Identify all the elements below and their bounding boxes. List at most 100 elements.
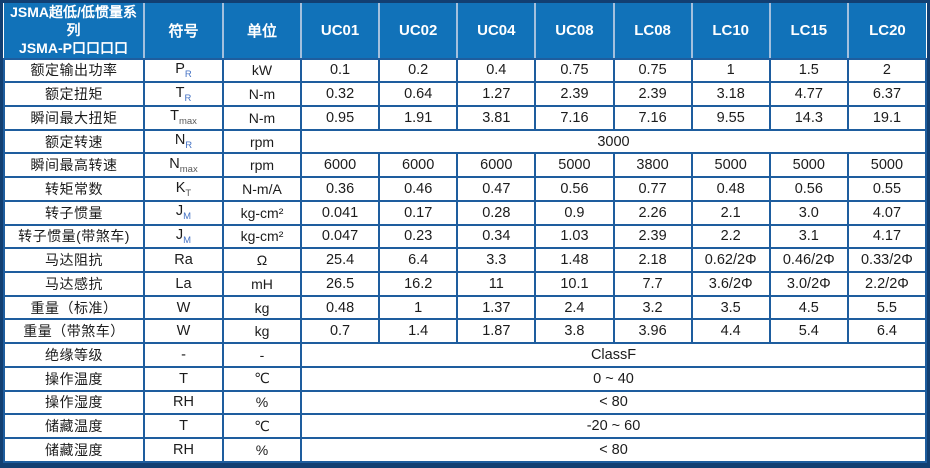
cell-uc04: 6000 <box>456 152 537 179</box>
model-column-header-lc20: LC20 <box>846 3 926 60</box>
cell-uc01: 0.95 <box>299 105 381 131</box>
cell-uc08: 2.4 <box>534 294 615 321</box>
cell-lc15: 0.46/2Φ <box>768 247 849 274</box>
spec-row: 马达阻抗 Ra Ω 25.4 6.4 3.3 1.48 2.18 0.62/2Φ 0.46/2Φ 0… <box>3 247 927 274</box>
cell-lc08: 3800 <box>612 152 693 179</box>
row-unit: kg-cm² <box>222 199 302 226</box>
model-column-header-lc08: LC08 <box>612 3 692 60</box>
row-unit: kg <box>222 294 302 321</box>
cell-lc10: 3.18 <box>690 81 771 107</box>
symbol-subscript: R <box>184 92 192 104</box>
row-symbol: Nmax <box>143 152 224 179</box>
symbol-subscript: M <box>183 234 192 246</box>
cell-lc08: 0.77 <box>612 176 693 202</box>
cell-lc15: 5000 <box>768 152 849 179</box>
cell-lc10: 5000 <box>690 152 771 179</box>
cell-lc08: 2.39 <box>612 81 693 107</box>
cell-uc04: 3.81 <box>456 105 537 131</box>
row-merged-value: < 80 <box>300 389 927 416</box>
cell-lc10: 9.55 <box>690 105 771 131</box>
row-unit: ℃ <box>222 365 302 392</box>
row-symbol: KT <box>143 176 224 202</box>
row-label: 额定扭矩 <box>3 81 145 107</box>
symbol-subscript: R <box>185 140 193 152</box>
cell-uc02: 16.2 <box>378 271 459 297</box>
row-label: 转子惯量 <box>3 199 145 226</box>
row-unit: N-m/A <box>222 176 302 202</box>
cell-uc08: 0.9 <box>534 199 615 226</box>
cell-lc08: 2.39 <box>612 223 693 250</box>
row-unit: kg <box>222 318 302 345</box>
row-label: 储藏温度 <box>3 413 145 440</box>
cell-uc04: 0.28 <box>456 199 537 226</box>
cell-uc02: 0.64 <box>378 81 459 107</box>
cell-uc01: 0.041 <box>299 199 381 226</box>
row-label: 瞬间最大扭矩 <box>3 105 145 131</box>
row-symbol: NR <box>143 128 224 155</box>
cell-uc01: 0.1 <box>299 57 381 84</box>
cell-lc08: 2.18 <box>612 247 693 274</box>
cell-uc02: 1.91 <box>378 105 459 131</box>
row-unit: - <box>222 342 302 368</box>
cell-lc10: 0.62/2Φ <box>690 247 771 274</box>
cell-uc01: 0.32 <box>299 81 381 107</box>
row-unit: rpm <box>222 128 302 155</box>
row-label: 瞬间最高转速 <box>3 152 145 179</box>
row-label: 额定转速 <box>3 128 145 155</box>
spec-row: 马达感抗 La mH 26.5 16.2 11 10.1 7.7 3.6/2Φ 3.0/2Φ 2.2… <box>3 271 927 297</box>
row-symbol: T <box>143 413 224 440</box>
row-symbol: W <box>143 294 224 321</box>
model-column-header-uc02: UC02 <box>378 3 458 60</box>
cell-lc08: 3.96 <box>612 318 693 345</box>
cell-uc08: 1.03 <box>534 223 615 250</box>
series-title-line2: JSMA-P口口口口 <box>19 40 128 57</box>
cell-lc15: 3.0 <box>768 199 849 226</box>
model-column-header-uc08: UC08 <box>534 3 614 60</box>
spec-row: 瞬间最高转速 Nmax rpm 6000 6000 6000 5000 3800 5000 500… <box>3 152 927 179</box>
spec-row: 储藏湿度 RH% < 80 <box>3 437 927 463</box>
cell-uc02: 0.2 <box>378 57 459 84</box>
spec-row: 转矩常数 KT N-m/A 0.36 0.46 0.47 0.56 0.77 0.48 0.56 0… <box>3 176 927 202</box>
spec-row: 转子惯量(带煞车) JM kg-cm² 0.047 0.23 0.34 1.03 2.39 2.… <box>3 223 927 250</box>
cell-uc04: 3.3 <box>456 247 537 274</box>
cell-lc08: 7.16 <box>612 105 693 131</box>
cell-uc08: 0.56 <box>534 176 615 202</box>
spec-row: 转子惯量 JM kg-cm² 0.041 0.17 0.28 0.9 2.26 2.1 3.0 4.… <box>3 199 927 226</box>
cell-lc20: 19.1 <box>846 105 927 131</box>
model-column-header-uc04: UC04 <box>456 3 536 60</box>
cell-uc04: 11 <box>456 271 537 297</box>
row-unit: % <box>222 437 302 463</box>
cell-lc10: 2.1 <box>690 199 771 226</box>
cell-lc10: 1 <box>690 57 771 84</box>
cell-uc04: 0.47 <box>456 176 537 202</box>
cell-lc08: 3.2 <box>612 294 693 321</box>
cell-uc01: 25.4 <box>299 247 381 274</box>
cell-uc01: 0.047 <box>299 223 381 250</box>
cell-lc15: 1.5 <box>768 57 849 84</box>
row-symbol: RH <box>143 389 224 416</box>
row-symbol: TR <box>143 81 224 107</box>
row-label: 马达感抗 <box>3 271 145 297</box>
cell-lc15: 14.3 <box>768 105 849 131</box>
row-merged-value: < 80 <box>300 437 927 463</box>
cell-lc15: 0.56 <box>768 176 849 202</box>
row-symbol: RH <box>143 437 224 463</box>
cell-lc20: 2.2/2Φ <box>846 271 927 297</box>
cell-lc10: 0.48 <box>690 176 771 202</box>
cell-uc02: 0.46 <box>378 176 459 202</box>
row-symbol: T <box>143 365 224 392</box>
row-unit: kg-cm² <box>222 223 302 250</box>
cell-uc02: 1 <box>378 294 459 321</box>
spec-row: 额定输出功率 PR kW 0.1 0.2 0.4 0.75 0.75 1 1.5 2 <box>3 57 927 84</box>
model-column-header-uc01: UC01 <box>299 3 380 60</box>
motor-spec-table: JSMA超低/低惯量系列 JSMA-P口口口口 符号 单位 UC01 UC02 UC… <box>3 3 927 463</box>
row-label: 重量（带煞车） <box>3 318 145 345</box>
row-unit: ℃ <box>222 413 302 440</box>
cell-uc01: 0.48 <box>299 294 381 321</box>
cell-lc08: 7.7 <box>612 271 693 297</box>
spec-row: 操作湿度 RH% < 80 <box>3 389 927 416</box>
cell-lc10: 4.4 <box>690 318 771 345</box>
row-label: 操作温度 <box>3 365 145 392</box>
cell-uc04: 0.4 <box>456 57 537 84</box>
cell-lc20: 4.07 <box>846 199 927 226</box>
